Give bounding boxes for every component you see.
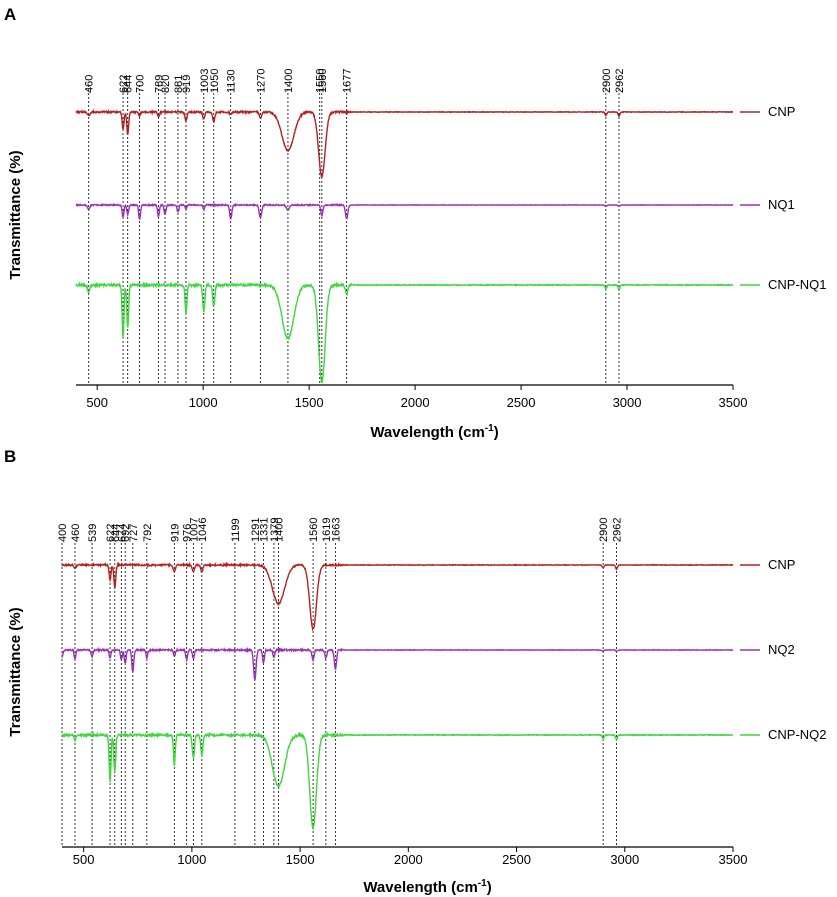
- peak-label: 820: [160, 75, 172, 93]
- peak-label: 400: [57, 524, 69, 542]
- series-label: CNP: [768, 557, 795, 572]
- peak-label: 1007: [188, 518, 200, 542]
- x-tick-label: 1000: [177, 852, 206, 867]
- peak-label: 1379: [269, 518, 281, 542]
- x-tick-label: 2000: [401, 395, 430, 410]
- x-axis-title: Wavelength (cm-1): [363, 878, 491, 896]
- x-tick-label: 2500: [502, 852, 531, 867]
- x-tick-label: 3500: [719, 852, 748, 867]
- series-label: CNP-NQ2: [768, 727, 827, 742]
- peak-label: 692: [120, 524, 132, 542]
- y-axis-title: Transmittance (%): [7, 607, 24, 736]
- peak-label: 1046: [197, 518, 209, 542]
- peak-label: 792: [142, 524, 154, 542]
- peak-label: 1619: [321, 518, 333, 542]
- series-line-cnp: [61, 561, 734, 632]
- peak-label: 1400: [283, 69, 295, 93]
- peak-label: 919: [181, 75, 193, 93]
- peak-label: 1560: [308, 518, 320, 542]
- x-tick-label: 2000: [394, 852, 423, 867]
- panel-letter: A: [4, 5, 16, 24]
- peak-label: 2962: [614, 69, 626, 93]
- x-tick-label: 1500: [295, 395, 324, 410]
- peak-label: 644: [110, 524, 122, 542]
- series-line-cnp: [75, 108, 734, 178]
- x-tick-label: 500: [86, 395, 108, 410]
- peak-label: 1331: [259, 518, 271, 542]
- peak-label: 622: [118, 75, 130, 93]
- peak-label: 1400: [273, 518, 285, 542]
- x-tick-label: 1500: [286, 852, 315, 867]
- peak-label: 789: [153, 75, 165, 93]
- x-tick-label: 3000: [613, 395, 642, 410]
- x-tick-label: 500: [73, 852, 95, 867]
- peak-label: 644: [123, 75, 135, 93]
- peak-label: 1663: [330, 518, 342, 542]
- peak-label: 700: [135, 75, 147, 93]
- x-tick-label: 3500: [719, 395, 748, 410]
- series-label: CNP: [768, 104, 795, 119]
- series-label: CNP-NQ1: [768, 277, 827, 292]
- peak-label: 881: [173, 75, 185, 93]
- peak-label: 1050: [209, 69, 221, 93]
- peak-label: 622: [105, 524, 117, 542]
- x-axis-title: Wavelength (cm-1): [370, 423, 498, 441]
- peak-label: 674: [116, 524, 128, 542]
- series-label: NQ2: [768, 642, 795, 657]
- series-line-nq2: [61, 646, 734, 680]
- peak-label: 539: [87, 524, 99, 542]
- peak-label: 727: [128, 524, 140, 542]
- peak-label: 1003: [199, 69, 211, 93]
- peak-label: 460: [84, 75, 96, 93]
- series-line-cnp-nq1: [75, 281, 734, 383]
- x-tick-label: 3000: [610, 852, 639, 867]
- series-label: NQ1: [768, 197, 795, 212]
- series-line-cnp-nq2: [61, 731, 734, 831]
- peak-label: 976: [182, 524, 194, 542]
- peak-label: 1199: [230, 518, 242, 542]
- peak-label: 1291: [250, 518, 262, 542]
- peak-label: 2900: [601, 69, 613, 93]
- peak-label: 919: [169, 524, 181, 542]
- peak-label: 2962: [612, 518, 624, 542]
- panel-letter: B: [4, 447, 16, 466]
- peak-label: 1270: [255, 69, 267, 93]
- peak-label: 460: [70, 524, 82, 542]
- peak-label: 1560: [317, 69, 329, 93]
- peak-label: 2900: [598, 518, 610, 542]
- peak-label: 1550: [315, 69, 327, 93]
- peak-label: 1130: [226, 69, 238, 93]
- peak-label: 1677: [342, 69, 354, 93]
- series-line-nq1: [75, 202, 734, 220]
- x-tick-label: 1000: [189, 395, 218, 410]
- y-axis-title: Transmittance (%): [7, 150, 24, 279]
- x-tick-label: 2500: [507, 395, 536, 410]
